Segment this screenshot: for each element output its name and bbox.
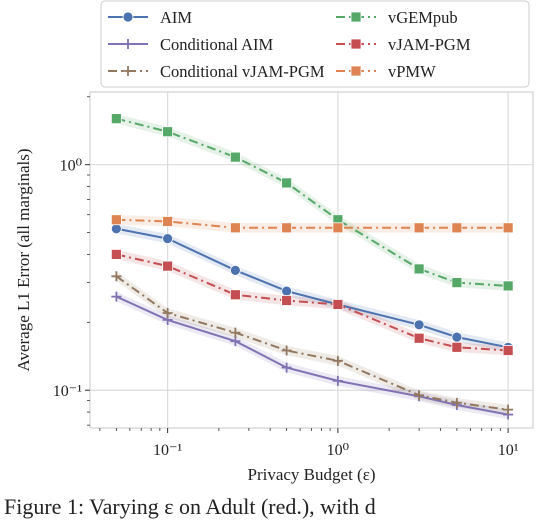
- point-vgempub: [451, 277, 463, 289]
- point-aim: [281, 285, 293, 297]
- point-vpmw: [229, 222, 241, 234]
- legend-label: vJAM-PGM: [388, 35, 471, 54]
- x-tick-label: 10¹: [498, 442, 519, 459]
- point-vjam-pgm: [413, 332, 425, 344]
- legend-swatch-marker: [350, 11, 362, 23]
- series-vjam-pgm: [110, 249, 514, 356]
- legend-item-conditional-vjam-pgm: Conditional vJAM-PGM: [108, 62, 325, 81]
- point-vpmw: [332, 222, 344, 234]
- point-vjam-pgm: [281, 295, 293, 306]
- point-conditional-aim: [230, 336, 241, 347]
- point-aim: [162, 233, 174, 245]
- plot-frame: [89, 91, 534, 429]
- plot-area: [89, 91, 534, 429]
- legend-swatch-marker: [123, 66, 133, 76]
- tick-labels: 10⁻¹ 10⁰ 10¹ 10⁻¹ 10⁰: [53, 158, 519, 459]
- legend-swatch-marker: [350, 65, 362, 77]
- point-conditional-vjam-pgm: [451, 397, 462, 408]
- point-conditional-aim: [332, 375, 343, 386]
- point-vjam-pgm: [502, 345, 514, 356]
- point-vjam-pgm: [162, 260, 174, 272]
- point-vgempub: [502, 280, 514, 292]
- line-conditional-aim: [115, 295, 509, 416]
- legend-item-vpmw: vPMW: [336, 62, 436, 81]
- series-vpmw: [110, 214, 514, 234]
- legend-label: vGEMpub: [388, 8, 458, 27]
- point-vgempub: [229, 151, 241, 163]
- legend: AIM vGEMpub Conditional AIM vJAM-PGM Conditi…: [100, 0, 530, 88]
- x-axis-label: Privacy Budget (ε): [248, 465, 376, 484]
- point-conditional-aim: [111, 291, 122, 302]
- legend-label: AIM: [160, 8, 192, 27]
- legend-label: vPMW: [388, 62, 436, 81]
- legend-swatch-marker: [123, 39, 133, 49]
- legend-swatch-marker: [122, 11, 134, 23]
- point-vgempub: [110, 113, 122, 125]
- line-vgempub: [116, 117, 509, 287]
- point-vpmw: [502, 222, 514, 234]
- figure-caption: Figure 1: Varying ε on Adult (red.), wit…: [4, 494, 376, 519]
- point-conditional-vjam-pgm: [230, 327, 241, 338]
- point-conditional-vjam-pgm: [281, 345, 292, 356]
- point-aim: [229, 264, 241, 276]
- point-vgempub: [281, 177, 293, 189]
- legend-item-conditional-aim: Conditional AIM: [108, 35, 274, 54]
- point-conditional-aim: [281, 362, 292, 373]
- point-conditional-vjam-pgm: [162, 307, 173, 318]
- legend-item-vgempub: vGEMpub: [336, 8, 458, 27]
- line-conditional-vjam-pgm: [115, 275, 509, 411]
- y-tick-label: 10⁻¹: [53, 383, 82, 400]
- line-aim: [116, 227, 509, 349]
- series-vgempub: [110, 113, 514, 292]
- band-aim: [116, 224, 509, 353]
- x-tick-label: 10⁻¹: [153, 442, 182, 459]
- x-tick-label: 10⁰: [327, 442, 349, 459]
- band-conditional-vjam-pgm: [116, 271, 509, 415]
- point-conditional-vjam-pgm: [332, 355, 343, 366]
- y-axis-label: Average L1 Error (all marginals): [14, 148, 33, 371]
- band-vpmw: [116, 215, 509, 233]
- grid-lines: [87, 92, 533, 431]
- series-group: [110, 113, 514, 420]
- point-conditional-vjam-pgm: [503, 404, 514, 415]
- point-vgempub: [413, 263, 425, 275]
- point-vgempub: [162, 126, 174, 138]
- legend-label: Conditional AIM: [160, 35, 274, 54]
- point-vjam-pgm: [451, 341, 463, 353]
- y-tick-label: 10⁰: [60, 158, 82, 175]
- line-vpmw: [116, 218, 509, 229]
- point-vpmw: [451, 222, 463, 234]
- series-conditional-vjam-pgm: [111, 271, 514, 415]
- point-vjam-pgm: [229, 289, 241, 301]
- point-vpmw: [162, 216, 174, 227]
- point-conditional-vjam-pgm: [111, 271, 122, 282]
- point-aim: [451, 331, 463, 343]
- point-aim: [413, 319, 425, 331]
- point-vpmw: [413, 222, 425, 234]
- legend-item-vjam-pgm: vJAM-PGM: [336, 35, 471, 54]
- legend-item-aim: AIM: [108, 8, 192, 27]
- point-vpmw: [281, 222, 293, 234]
- point-vjam-pgm: [332, 299, 344, 310]
- point-conditional-vjam-pgm: [414, 390, 425, 401]
- point-vjam-pgm: [110, 249, 122, 260]
- point-vpmw: [110, 214, 122, 226]
- point-aim: [110, 223, 122, 235]
- legend-label: Conditional vJAM-PGM: [160, 62, 325, 81]
- legend-box: [100, 0, 530, 88]
- legend-swatch-marker: [350, 38, 362, 50]
- line-vjam-pgm: [116, 253, 509, 352]
